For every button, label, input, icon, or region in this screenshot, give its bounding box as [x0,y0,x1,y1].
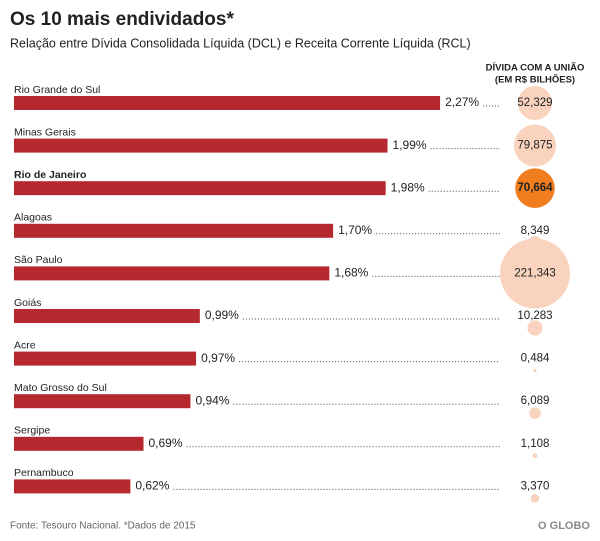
bubble [513,124,557,167]
category-label: Pernambuco [14,467,74,479]
bubble-label: 1,108 [521,438,550,450]
bar [14,138,388,153]
bubble [532,453,538,459]
bubble-label: 8,349 [521,225,550,237]
bubble [500,238,570,309]
bubble-label: 10,283 [517,310,552,322]
category-label: São Paulo [14,254,63,266]
bar [14,436,144,451]
bar [14,394,191,409]
value-label: 0,94% [195,393,229,407]
value-label: 2,27% [445,95,479,109]
bubble-label: 3,370 [521,480,550,492]
category-label: Minas Gerais [14,126,76,138]
bubble [533,368,537,373]
brand: O GLOBO [538,520,590,532]
bubble [517,85,553,121]
bar [14,223,334,238]
bubble-title: DÍVIDA COM A UNIÃO [486,63,585,74]
source: Fonte: Tesouro Nacional. *Dados de 2015 [10,521,196,532]
bar [14,96,441,110]
bar [14,181,386,196]
bar [14,266,330,281]
category-label: Rio Grande do Sul [14,84,100,96]
bubble-label: 52,329 [517,97,552,109]
category-label: Goiás [14,297,41,309]
bar [14,479,131,494]
category-label: Acre [14,339,36,351]
value-label: 0,62% [135,479,169,493]
bubble [527,320,543,336]
value-label: 1,99% [393,138,427,152]
bubble-label: 6,089 [521,395,550,407]
bubble-label: 0,484 [521,353,550,365]
value-label: 0,99% [205,308,239,322]
bubble [529,407,541,420]
bubble-label: 221,343 [514,267,556,279]
bubble [515,168,555,208]
category-label: Rio de Janeiro [14,169,86,181]
category-label: Sergipe [14,425,50,437]
value-label: 0,97% [201,351,235,365]
bubble-subtitle: (EM R$ BILHÕES) [495,75,575,86]
value-label: 0,69% [149,436,183,450]
chart-title: Os 10 mais endividados* [10,9,234,30]
bar [14,351,197,366]
bubble [530,494,540,503]
category-label: Alagoas [14,212,52,224]
value-label: 1,98% [391,180,425,194]
bubble-label: 79,875 [517,140,552,152]
chart-subtitle: Relação entre Dívida Consolidada Líquida… [10,36,471,50]
category-label: Mato Grosso do Sul [14,382,107,394]
bubble-label: 70,664 [517,182,553,194]
value-label: 1,70% [338,223,372,237]
value-label: 1,68% [334,266,368,280]
bar [14,309,200,323]
